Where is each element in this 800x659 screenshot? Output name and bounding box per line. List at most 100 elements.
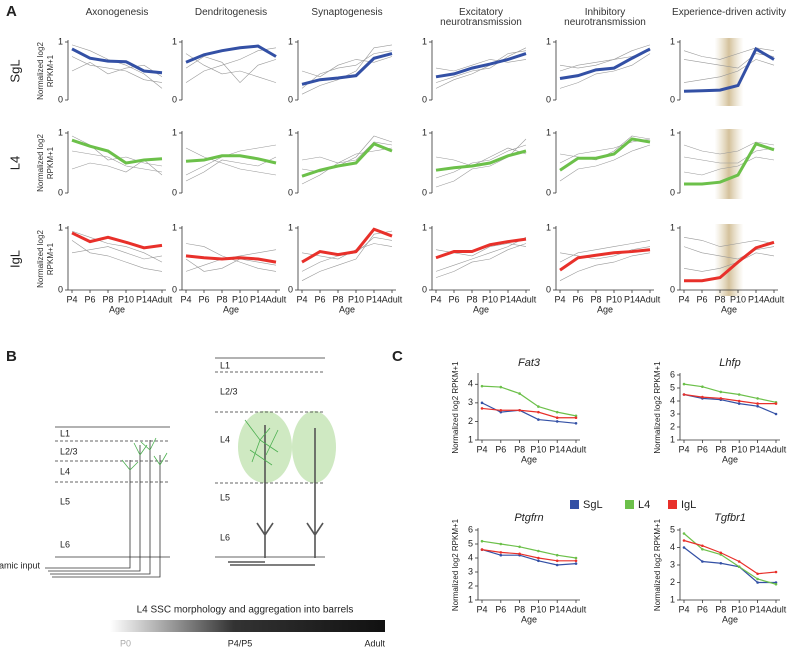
point: [574, 414, 578, 418]
y-tick-label: 3: [468, 397, 473, 407]
series-line: [71, 47, 163, 75]
series-line: [683, 59, 775, 83]
series-line: [301, 227, 393, 264]
point: [499, 542, 503, 546]
y-tick-label: 5: [468, 538, 473, 548]
point: [682, 382, 686, 386]
timeline-bar: [110, 620, 385, 632]
y-tick-label: 0: [172, 284, 177, 294]
x-axis-label: Age: [722, 614, 738, 624]
x-tick-label: Adult: [516, 294, 537, 304]
x-tick-label: Adult: [764, 294, 785, 304]
y-axis-label: Normalized log2 RPKM+1: [653, 361, 662, 454]
x-axis-label: Age: [223, 304, 239, 314]
y-tick-label: 1: [468, 594, 473, 604]
x-tick-label: P6: [697, 444, 708, 454]
point: [756, 402, 759, 405]
x-axis-label: Age: [109, 304, 125, 314]
series-line: [301, 44, 393, 95]
series-line: [435, 50, 527, 89]
point: [480, 401, 484, 405]
point: [774, 402, 778, 405]
layer-label: L1: [220, 360, 230, 370]
panel-label: B: [6, 348, 17, 365]
x-tick-label: P8: [715, 444, 726, 454]
x-tick-label: P6: [495, 444, 506, 454]
y-tick-label: 0: [546, 284, 551, 294]
series-line: [185, 147, 277, 176]
series-line: [185, 44, 277, 64]
point: [756, 397, 759, 400]
point: [480, 407, 484, 410]
x-tick-label: P4: [678, 604, 689, 614]
x-tick-label: P10: [730, 294, 746, 304]
point: [756, 572, 759, 576]
series-line: [185, 154, 277, 165]
series-line: [683, 141, 775, 155]
point: [574, 559, 578, 563]
chart-title: Axonogenesis: [85, 7, 149, 18]
point: [555, 420, 559, 423]
series-line: [683, 547, 776, 584]
series-line: [185, 258, 277, 272]
x-tick-label: P8: [714, 294, 725, 304]
y-tick-label: 4: [468, 379, 473, 389]
x-tick-label: P14: [750, 604, 766, 614]
chart-title: Excitatory neurotransmission: [440, 7, 522, 28]
y-axis-label: Normalized log2 RPKM+1: [653, 518, 662, 611]
point: [555, 563, 559, 567]
y-axis-label: Normalized log2 RPKM+1: [36, 42, 55, 100]
y-tick-label: 1: [422, 222, 427, 232]
y-tick-label: 0: [422, 94, 427, 104]
series-line: [301, 142, 393, 178]
x-axis-label: Age: [339, 304, 355, 314]
y-tick-label: 1: [172, 127, 177, 137]
x-tick-label: P4: [678, 294, 689, 304]
y-tick-label: 5: [670, 524, 675, 534]
series-line: [481, 407, 576, 419]
y-tick-label: 4: [468, 552, 473, 562]
y-tick-label: 1: [172, 222, 177, 232]
highlight-band: [714, 129, 744, 199]
point: [574, 562, 578, 565]
series-line: [301, 243, 393, 260]
point: [518, 545, 521, 549]
legend-swatch: [625, 500, 634, 509]
x-tick-label: P14: [750, 444, 766, 454]
series-line: [71, 150, 163, 173]
point: [756, 581, 759, 584]
series-line: [71, 240, 163, 272]
x-tick-label: P6: [84, 294, 95, 304]
series-line: [683, 53, 775, 69]
row-label: L4: [7, 156, 22, 170]
y-tick-label: 0: [288, 187, 293, 197]
y-tick-label: 5: [670, 382, 675, 392]
timeline-label: P0: [120, 638, 131, 648]
y-tick-label: 1: [670, 222, 675, 232]
series-line: [559, 246, 651, 260]
x-tick-label: P14: [748, 294, 764, 304]
x-axis-label: Age: [722, 454, 738, 464]
series-line: [435, 149, 527, 172]
point: [574, 556, 578, 560]
y-tick-label: 1: [172, 36, 177, 46]
series-line: [481, 549, 577, 566]
y-tick-label: 2: [468, 580, 473, 590]
chart-title: Experience-driven activity: [672, 7, 786, 18]
y-tick-label: 0: [670, 187, 675, 197]
legend-swatch: [570, 500, 579, 509]
point: [555, 416, 559, 420]
point: [574, 421, 578, 425]
point: [537, 549, 540, 553]
y-tick-label: 0: [422, 187, 427, 197]
row-label: SgL: [7, 59, 22, 82]
x-tick-label: P4: [476, 444, 487, 454]
y-tick-label: 0: [58, 187, 63, 197]
series-line: [683, 393, 776, 405]
x-tick-label: Adult: [766, 444, 787, 454]
series-line: [71, 230, 163, 263]
point: [719, 551, 723, 555]
series-line: [683, 246, 775, 260]
x-tick-label: P4: [678, 444, 689, 454]
x-tick-label: P6: [495, 604, 506, 614]
